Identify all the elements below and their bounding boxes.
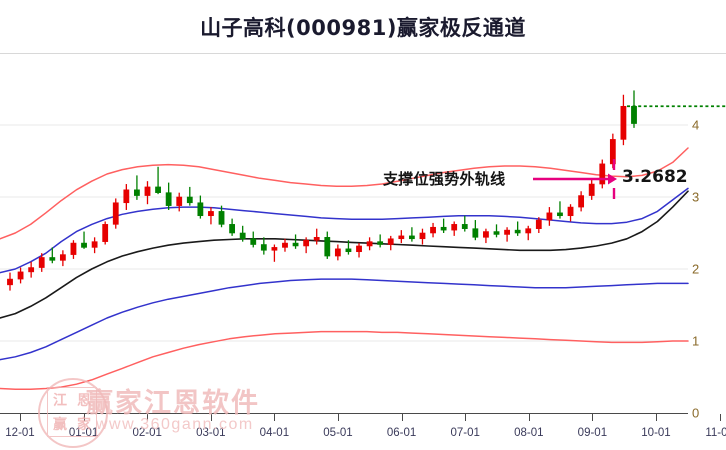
x-axis-tick [210, 414, 212, 421]
x-axis-line [0, 413, 688, 414]
x-axis-tick [147, 414, 149, 421]
x-axis-tick [338, 414, 339, 421]
x-axis-tick [20, 414, 21, 421]
x-axis-tick-label: 07-01 [450, 427, 480, 439]
page-title: 山子高科(000981)赢家极反通道 [200, 16, 526, 40]
x-axis-tick [592, 414, 594, 421]
x-axis-tick-label: 08-01 [514, 427, 544, 439]
x-axis-tick [528, 414, 530, 421]
annotation-arrow-layer [533, 159, 617, 199]
x-axis-tick-label: 10-01 [641, 427, 671, 439]
x-axis-tick [274, 414, 276, 421]
y-axis-tick-label: 3 [692, 189, 700, 205]
x-axis-tick-label: 03-01 [196, 427, 226, 439]
watermark-url: www.360gann.com [96, 416, 254, 433]
x-axis-tick [465, 414, 467, 421]
x-axis-tick-label: 05-01 [323, 427, 353, 439]
plot-top-border [0, 53, 726, 54]
support-line-label: 支撑位强势外轨线 [383, 170, 506, 188]
x-axis-tick-label: 01-01 [68, 427, 99, 439]
x-axis-tick-label: 09-01 [577, 427, 608, 439]
x-axis-tick [719, 414, 721, 421]
plot-area [0, 53, 689, 413]
x-axis-tick [656, 414, 657, 421]
x-axis-tick-label: 02-01 [132, 427, 162, 439]
support-line-value: 3.2682 [622, 167, 688, 187]
y-axis-tick-label: 2 [692, 261, 700, 277]
x-axis-tick [83, 414, 85, 421]
y-axis-tick-label: 1 [692, 333, 700, 349]
x-axis-tick-label: 12-01 [5, 427, 35, 439]
y-axis-tick-label: 4 [692, 117, 700, 133]
x-axis-tick-label: 06-01 [386, 427, 417, 439]
x-axis-tick [401, 414, 403, 421]
x-axis-tick-label: 11-01 [705, 427, 726, 439]
x-axis-tick-label: 04-01 [259, 427, 290, 439]
candlestick-layer [7, 90, 637, 291]
y-axis-tick-label: 0 [692, 405, 700, 421]
